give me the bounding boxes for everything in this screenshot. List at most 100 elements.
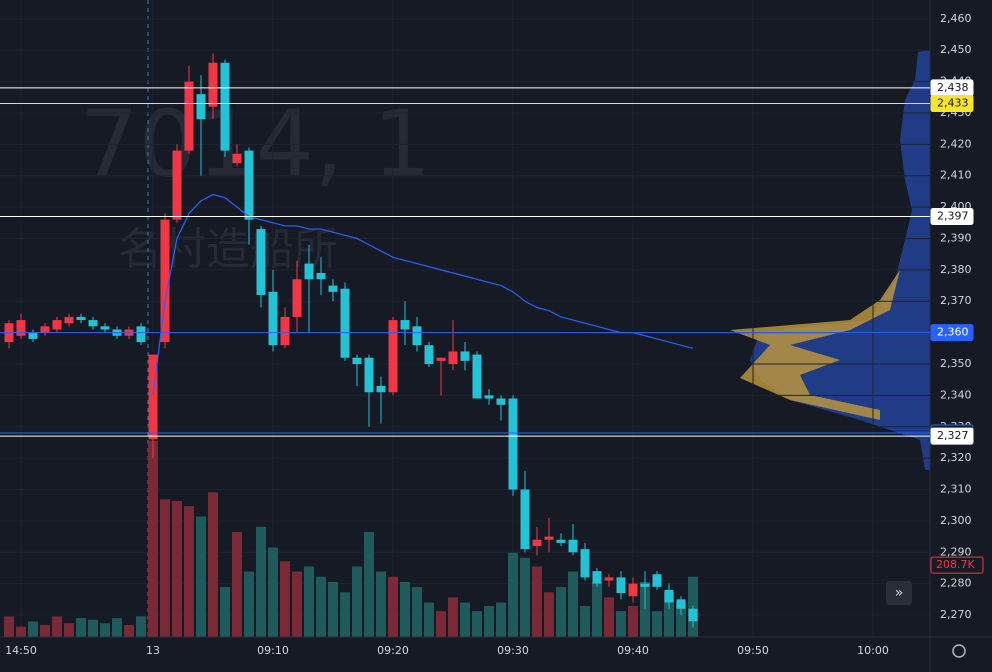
candle-body — [364, 357, 374, 393]
candle-body — [580, 549, 590, 578]
candle-body — [676, 599, 686, 609]
candle-body — [532, 539, 542, 546]
volume-bar — [532, 566, 542, 637]
volume-bar — [640, 581, 650, 637]
volume-bar — [100, 623, 110, 637]
candle-body — [172, 150, 182, 220]
x-tick-label: 09:20 — [377, 644, 409, 657]
volume-bar — [244, 571, 254, 637]
candle-body — [628, 583, 638, 597]
volume-bar — [328, 581, 338, 637]
candle-body — [520, 489, 530, 550]
volume-bar — [256, 526, 266, 637]
volume-bar — [232, 531, 242, 637]
price-label-box — [930, 208, 974, 226]
volume-bar — [40, 624, 50, 637]
candle-body — [148, 354, 158, 440]
volume-bar — [88, 619, 98, 637]
candle-body — [688, 608, 698, 622]
volume-bar — [580, 606, 590, 637]
volume-bar — [664, 592, 674, 637]
candle-body — [208, 62, 218, 107]
candle-body — [424, 345, 434, 364]
volume-bar — [412, 587, 422, 637]
volume-bar — [448, 597, 458, 637]
y-tick-label: 2,450 — [940, 43, 972, 56]
candle-body — [76, 316, 86, 321]
candle-body — [292, 279, 302, 317]
candle-body — [232, 153, 242, 164]
x-tick-label: 09:30 — [497, 644, 529, 657]
candle-body — [28, 332, 38, 339]
candle-body — [88, 320, 98, 327]
candle-body — [604, 577, 614, 581]
plot — [0, 0, 930, 637]
y-tick-label: 2,310 — [940, 483, 972, 496]
volume-bar — [196, 516, 206, 637]
y-tick-label: 2,410 — [940, 169, 972, 182]
candle-body — [388, 320, 398, 393]
candle-body — [52, 320, 62, 330]
volume-bar — [172, 500, 182, 637]
volume-bar — [652, 611, 662, 637]
volume-bar — [484, 606, 494, 637]
price-label: 2,360 — [937, 326, 969, 339]
candle-body — [556, 539, 566, 543]
volume-bar — [280, 561, 290, 637]
x-tick-label: 09:10 — [257, 644, 289, 657]
volume-bar — [508, 552, 518, 637]
volume-bar — [76, 618, 86, 637]
candle-body — [376, 385, 386, 393]
watermark-name: 名村造船所 — [118, 224, 338, 275]
candle-body — [136, 326, 146, 343]
y-tick-label: 2,320 — [940, 451, 972, 464]
volume-bar — [568, 571, 578, 637]
candle-body — [472, 354, 482, 399]
y-tick-label: 2,280 — [940, 577, 972, 590]
volume-bar — [592, 581, 602, 637]
candle-body — [100, 326, 110, 330]
volume-bar — [316, 576, 326, 637]
candle-body — [316, 273, 326, 280]
volume-bar — [436, 611, 446, 637]
volume-bar — [220, 587, 230, 637]
x-tick-label: 13 — [146, 644, 160, 657]
candle-body — [544, 536, 554, 540]
candle-body — [160, 219, 170, 343]
volume-bar — [112, 618, 122, 637]
y-tick-label: 2,370 — [940, 294, 972, 307]
scroll-icon[interactable]: » — [895, 585, 904, 601]
candle-body — [484, 395, 494, 399]
candle-body — [220, 62, 230, 151]
price-label-box — [930, 324, 974, 342]
y-tick-label: 2,460 — [940, 12, 972, 25]
candle-body — [652, 574, 662, 587]
candle-body — [664, 589, 674, 603]
y-tick-label: 2,300 — [940, 514, 972, 527]
candle-body — [448, 351, 458, 364]
price-label-box — [930, 95, 974, 113]
volume-bar — [136, 616, 146, 637]
scroll-button[interactable] — [886, 581, 912, 605]
candle-body — [340, 288, 350, 358]
candle-body — [412, 326, 422, 346]
price-label: 2,438 — [937, 81, 969, 94]
candle-body — [436, 357, 446, 361]
candle-body — [40, 326, 50, 333]
settings-button[interactable] — [952, 644, 966, 658]
volume-bar — [616, 611, 626, 637]
volume-bar — [676, 602, 686, 637]
price-label: 2,397 — [937, 210, 969, 223]
x-tick-label: 10:00 — [857, 644, 889, 657]
volume-bar — [556, 587, 566, 637]
volume-bar — [304, 566, 314, 637]
candle-body — [16, 320, 26, 336]
volume-bar — [460, 602, 470, 637]
candle-body — [352, 357, 362, 364]
price-label: 2,433 — [937, 97, 969, 110]
candle-body — [268, 291, 278, 346]
candle-body — [616, 577, 626, 594]
candle-body — [64, 316, 74, 324]
candle-body — [256, 229, 266, 295]
x-tick-label: 09:40 — [617, 644, 649, 657]
